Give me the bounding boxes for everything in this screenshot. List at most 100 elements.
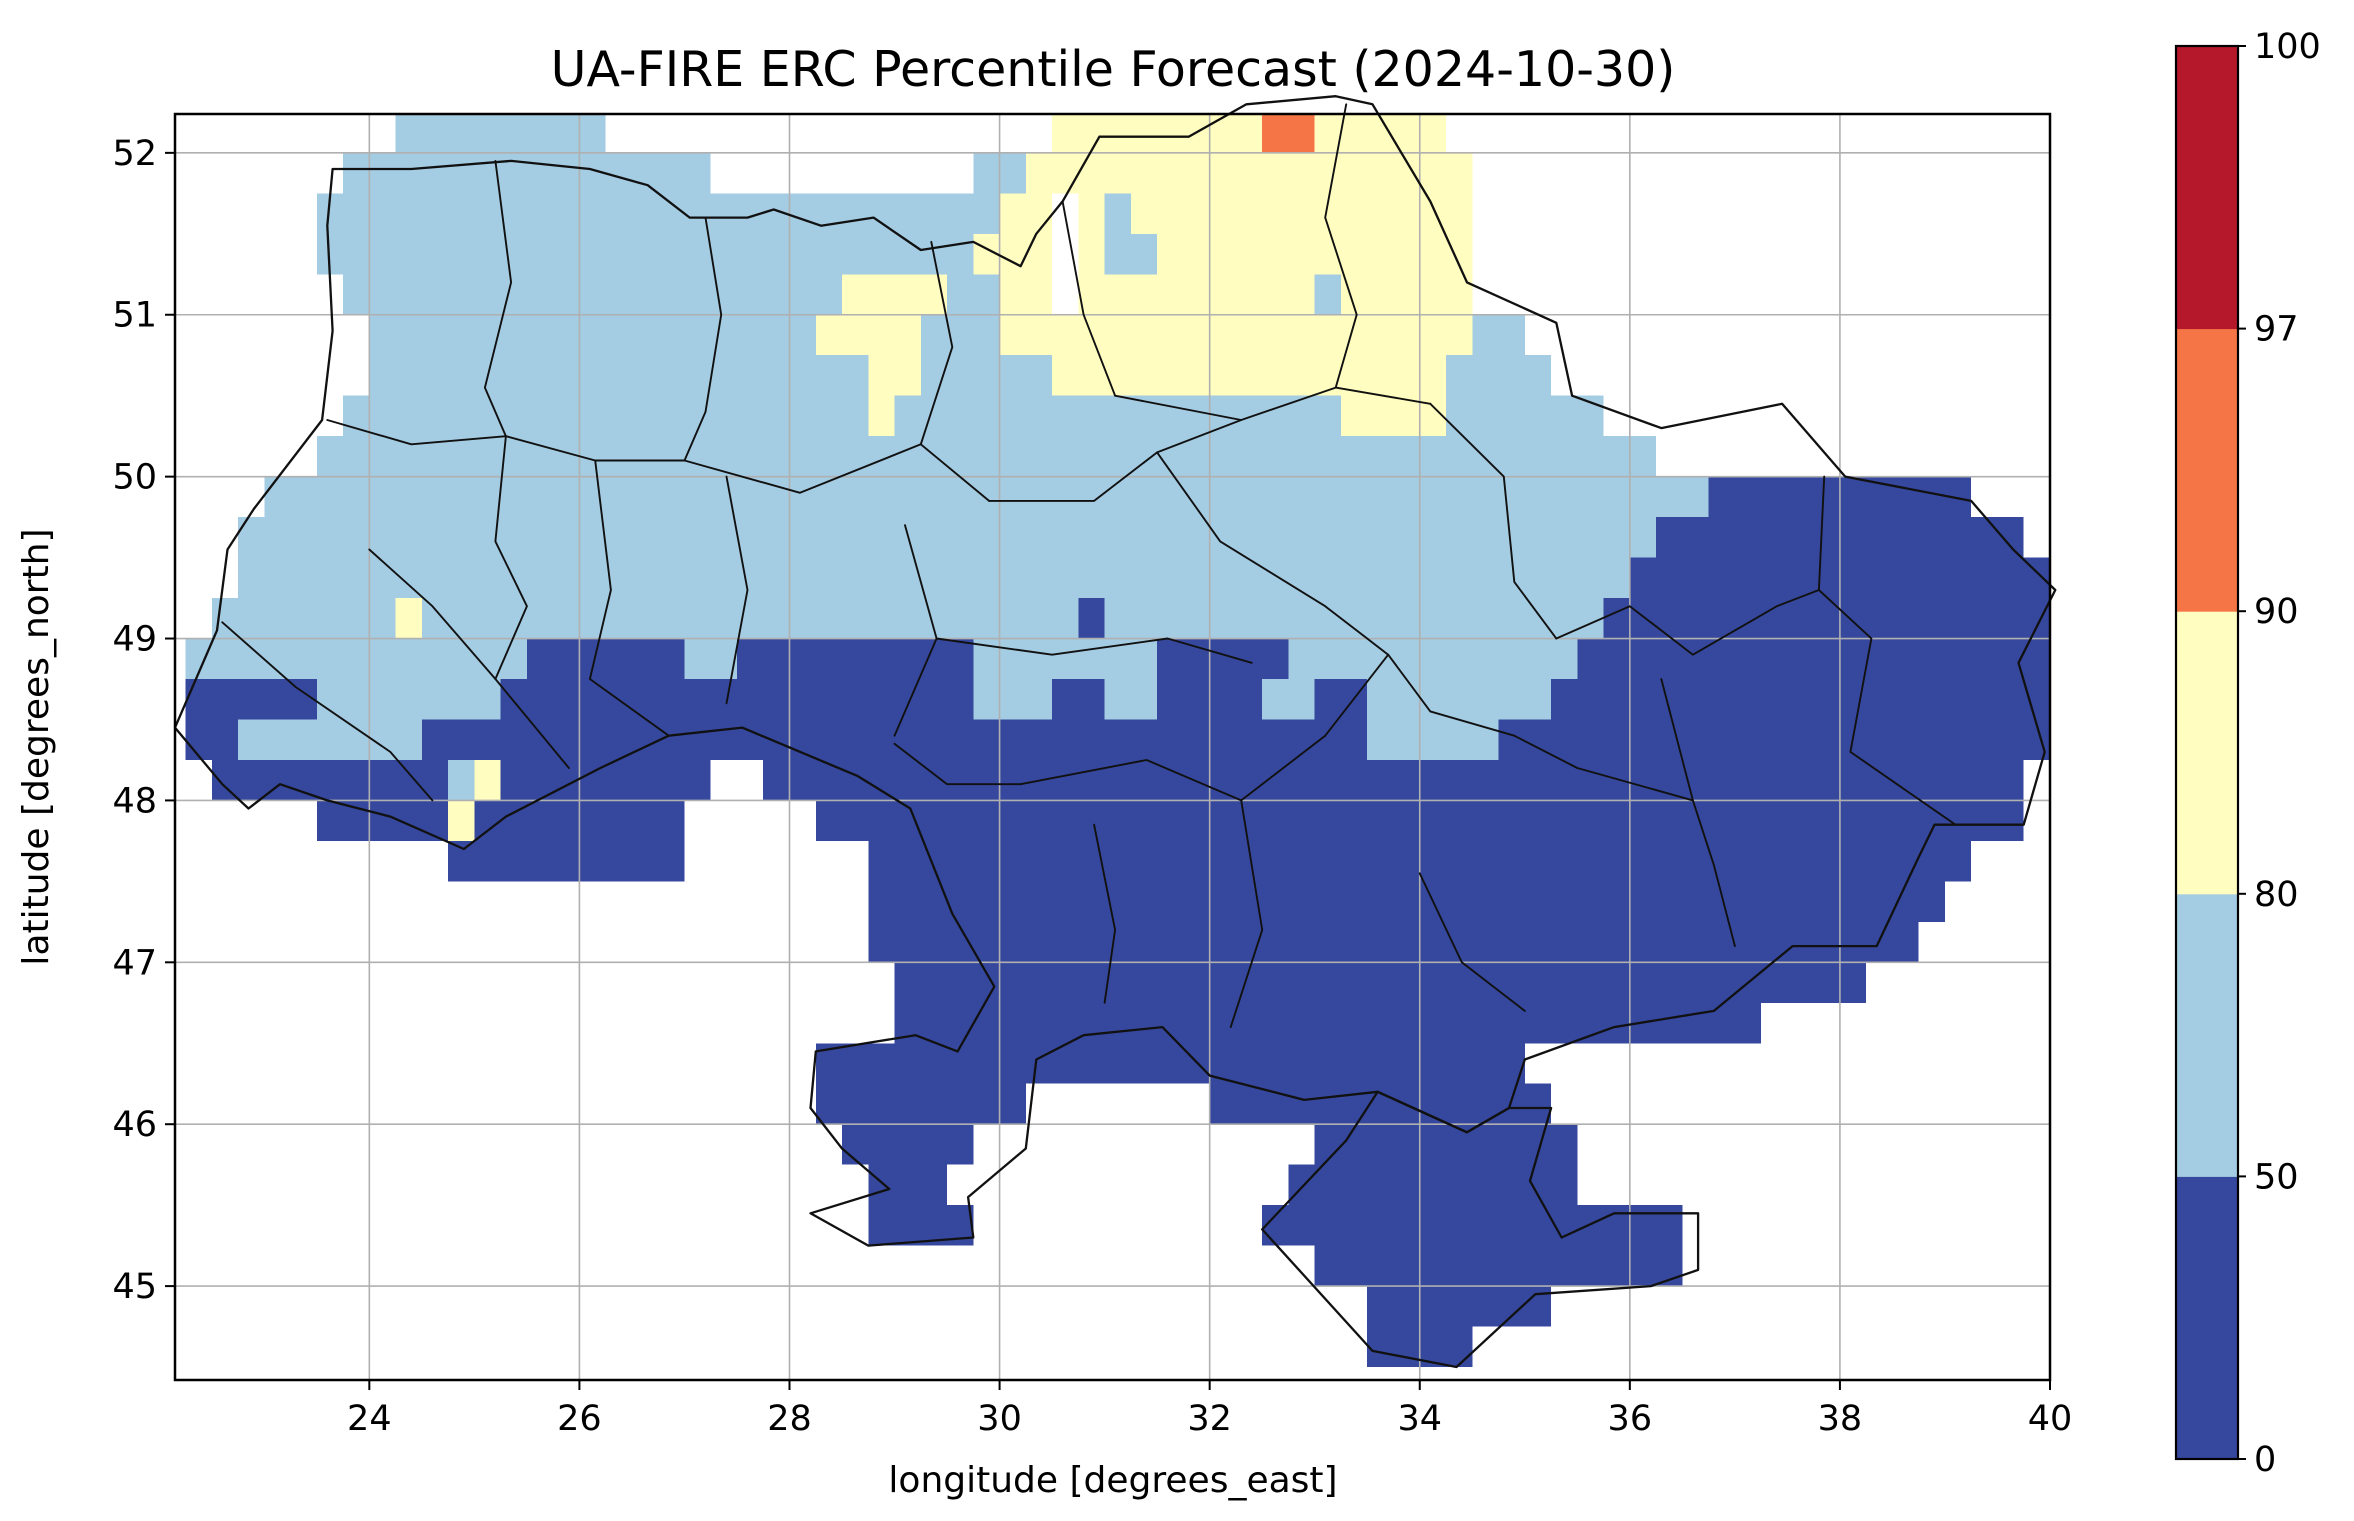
plot-title: UA-FIRE ERC Percentile Forecast (2024-10… bbox=[551, 41, 1676, 98]
percentile-cell-run bbox=[815, 1043, 1525, 1084]
percentile-cell-run bbox=[1157, 638, 1289, 680]
axis-ticks: 24 26 28 30 32 34 36 38 40 45 46 47 48 49 50 51 52 bbox=[112, 134, 2072, 1439]
percentile-cell-run bbox=[1262, 679, 1315, 720]
x-tick-label: 28 bbox=[767, 1399, 812, 1439]
percentile-cell-run bbox=[947, 274, 1000, 315]
oblast-border bbox=[1229, 799, 1264, 1029]
percentile-cell-run bbox=[973, 233, 1053, 275]
percentile-cell-run bbox=[369, 355, 869, 396]
oblast-border bbox=[588, 459, 670, 737]
percentile-cell-run bbox=[684, 638, 737, 680]
percentile-cell-run bbox=[1288, 1164, 1578, 1206]
y-tick-label: 51 bbox=[112, 296, 157, 336]
percentile-cell-run bbox=[1367, 679, 1552, 720]
percentile-cell-run bbox=[448, 759, 475, 801]
percentile-cell-run bbox=[316, 233, 974, 275]
oblast-border bbox=[1555, 589, 1820, 656]
percentile-cell-run bbox=[316, 193, 1000, 234]
percentile-cell-run bbox=[421, 598, 1079, 639]
percentile-cell-run bbox=[894, 1002, 1762, 1044]
percentile-cell-run bbox=[868, 1164, 948, 1206]
oblast-border bbox=[483, 159, 513, 438]
oblast-border bbox=[326, 419, 507, 446]
oblast-border bbox=[893, 742, 1022, 786]
dynamic-plot-content: 24 26 28 30 32 34 36 38 40 45 46 47 48 49 50 51 52 0 50 80 9… bbox=[112, 27, 2320, 1480]
percentile-cell-run bbox=[1603, 598, 2050, 639]
colorbar-frame bbox=[2174, 44, 2240, 1461]
percentile-cell-run bbox=[1052, 679, 1105, 720]
percentile-cell-run bbox=[343, 395, 869, 437]
x-tick-label: 38 bbox=[1818, 1399, 1863, 1439]
percentile-cell-run bbox=[1262, 114, 1315, 153]
percentile-cell-run bbox=[1078, 274, 1315, 315]
percentile-cell-run bbox=[1262, 1205, 1683, 1246]
x-tick-label: 36 bbox=[1608, 1399, 1653, 1439]
oblast-border bbox=[1660, 678, 1694, 802]
percentile-cell-run bbox=[1498, 719, 2050, 760]
percentile-cell-run bbox=[1340, 395, 1447, 437]
x-tick-label: 26 bbox=[557, 1399, 602, 1439]
percentile-cell-run bbox=[1446, 355, 1552, 396]
colorbar-tick-label: 100 bbox=[2254, 27, 2321, 67]
percentile-cell-run bbox=[500, 679, 974, 720]
percentile-cell-run bbox=[1367, 1286, 1552, 1327]
percentile-cell-run bbox=[316, 679, 501, 720]
oblast-border bbox=[1061, 200, 1117, 397]
country-border bbox=[173, 95, 2057, 1247]
percentile-cell-run bbox=[316, 800, 449, 841]
percentile-cell-run bbox=[894, 395, 1341, 437]
colorbar-tick-label: 80 bbox=[2254, 875, 2299, 915]
oblast-border bbox=[1114, 386, 1432, 421]
percentile-cell-run bbox=[1052, 114, 1263, 153]
colorbar-tick-label: 90 bbox=[2254, 592, 2299, 632]
colorbar-segment bbox=[2176, 611, 2238, 895]
colorbar-tick-label: 0 bbox=[2254, 1440, 2276, 1480]
x-axis-label: longitude [degrees_east] bbox=[888, 1460, 1337, 1501]
oblast-border bbox=[1429, 402, 1558, 640]
percentile-cell-run bbox=[238, 517, 1657, 558]
percentile-cell-run bbox=[1314, 1245, 1683, 1287]
percentile-cell-run bbox=[920, 314, 1000, 356]
percentile-cell-run bbox=[1025, 152, 1473, 194]
percentile-cell-run bbox=[1314, 274, 1341, 315]
percentile-cell-run bbox=[238, 557, 1630, 599]
percentile-cell-run bbox=[999, 314, 1473, 356]
x-tick-label: 30 bbox=[977, 1399, 1022, 1439]
oblast-border bbox=[683, 216, 723, 462]
percentile-cell-run bbox=[1052, 355, 1447, 396]
percentile-cell-run bbox=[1472, 314, 1525, 356]
percentile-cell-run bbox=[369, 314, 816, 356]
y-tick-label: 45 bbox=[112, 1267, 157, 1307]
oblast-border bbox=[919, 240, 954, 446]
percentile-cell-run bbox=[185, 719, 239, 760]
percentile-cell-run bbox=[1314, 679, 1368, 720]
colorbar-segment bbox=[2176, 328, 2238, 612]
percentile-cell-run bbox=[1078, 193, 1105, 234]
gridlines bbox=[175, 114, 2051, 1380]
percentile-cell-run bbox=[920, 355, 1053, 396]
y-tick-label: 48 bbox=[112, 781, 157, 821]
y-tick-label: 49 bbox=[112, 620, 157, 660]
percentile-cell-run bbox=[343, 152, 711, 194]
x-tick-label: 24 bbox=[347, 1399, 392, 1439]
oblast-border bbox=[988, 419, 1243, 502]
percentile-cell-run bbox=[238, 719, 422, 760]
y-tick-label: 46 bbox=[112, 1105, 157, 1145]
y-tick-label: 47 bbox=[112, 943, 157, 983]
oblast-border bbox=[1817, 475, 1957, 826]
percentile-cell-run bbox=[868, 881, 1945, 922]
percentile-cell-run bbox=[211, 598, 396, 639]
oblast-border bbox=[368, 548, 570, 769]
percentile-cell-run bbox=[395, 114, 606, 153]
oblast-border bbox=[1093, 823, 1117, 1004]
percentile-cell-run bbox=[526, 638, 685, 680]
percentile-cell-run bbox=[185, 638, 527, 680]
percentile-cell-run bbox=[1104, 193, 1131, 234]
oblast-border bbox=[725, 475, 749, 705]
percentile-cell-run bbox=[763, 759, 2024, 801]
colorbar-segment bbox=[2176, 1176, 2238, 1460]
colorbar: 0 50 80 90 97 100 bbox=[2174, 27, 2321, 1480]
x-tick-label: 40 bbox=[2028, 1399, 2073, 1439]
